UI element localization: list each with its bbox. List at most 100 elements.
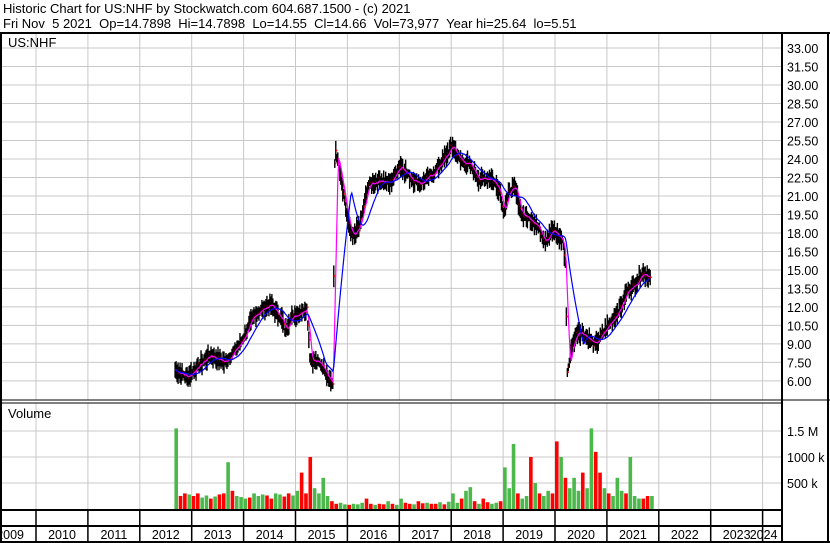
volume-bar — [598, 472, 602, 509]
volume-bar — [291, 495, 295, 509]
volume-bar — [407, 503, 412, 509]
price-tick-label: 19.50 — [787, 208, 818, 222]
volume-bar — [213, 496, 217, 509]
close-mark — [307, 324, 310, 327]
year-label: 2020 — [567, 528, 595, 542]
volume-bar — [451, 493, 455, 509]
price-tick-label: 10.50 — [787, 319, 818, 333]
volume-bar — [221, 493, 226, 509]
volume-bar — [511, 444, 516, 509]
year-label: 2015 — [308, 528, 336, 542]
quote-summary: Fri Nov 5 2021 Op=14.7898 Hi=14.7898 Lo=… — [3, 16, 577, 31]
close-mark — [343, 192, 346, 195]
volume-bar — [382, 504, 386, 509]
price-tick-label: 16.50 — [787, 245, 818, 259]
volume-tick-label: 1000 k — [787, 451, 825, 465]
volume-bar — [338, 502, 343, 509]
volume-bar — [230, 490, 235, 509]
volume-bar — [481, 498, 486, 509]
volume-bar — [373, 504, 377, 509]
close-mark — [306, 306, 309, 309]
volume-bar — [209, 498, 213, 509]
close-mark — [650, 276, 652, 279]
volume-bar — [317, 493, 321, 509]
year-label: 2021 — [619, 528, 647, 542]
price-tick-label: 21.00 — [787, 190, 818, 204]
volume-bar — [178, 496, 183, 509]
volume-bar — [446, 501, 451, 509]
volume-bar — [304, 493, 308, 509]
long-moving-average — [175, 152, 651, 375]
close-mark — [344, 199, 347, 202]
volume-bar — [191, 496, 196, 509]
volume-bar — [343, 504, 347, 509]
volume-bar — [226, 462, 230, 509]
year-label: 2022 — [671, 528, 699, 542]
volume-bar — [425, 502, 429, 509]
price-tick-label: 7.50 — [787, 356, 811, 370]
price-tick-label: 13.50 — [787, 282, 818, 296]
close-mark — [502, 205, 505, 208]
volume-bar — [550, 493, 555, 509]
volume-bar — [399, 498, 403, 509]
volume-bar — [507, 488, 512, 509]
volume-bar — [433, 503, 438, 509]
panel-frames — [0, 32, 830, 543]
year-label: 2013 — [204, 528, 232, 542]
volume-bar — [477, 503, 481, 509]
volume-tick-label: 500 k — [787, 477, 818, 491]
volume-bar — [576, 490, 581, 509]
close-mark — [416, 178, 419, 180]
close-mark — [567, 371, 569, 374]
price-tick-label: 12.00 — [787, 301, 818, 315]
price-tick-label: 6.00 — [787, 375, 811, 389]
volume-bar — [645, 496, 650, 509]
volume-bar — [494, 502, 499, 509]
price-tick-label: 9.00 — [787, 338, 811, 352]
volume-bar — [611, 496, 615, 509]
volume-bar — [278, 494, 282, 509]
volume-bar — [516, 493, 520, 509]
close-mark — [333, 275, 336, 277]
volume-bar — [394, 504, 399, 509]
axis-labels: 33.00 31.50 30.00 28.50 27.00 25.50 24.00 22.50… — [0, 42, 825, 542]
volume-bar — [260, 494, 265, 509]
volume-bar — [429, 503, 434, 509]
volume-bar — [416, 501, 421, 509]
price-tick-label: 22.50 — [787, 171, 818, 185]
price-tick-label: 25.50 — [787, 134, 818, 148]
volume-bar — [563, 477, 568, 509]
volume-bar — [580, 472, 585, 509]
volume-bar — [403, 502, 408, 509]
volume-bar — [472, 501, 477, 509]
year-label: 2010 — [48, 528, 76, 542]
volume-bar — [273, 493, 278, 509]
price-bars — [174, 136, 652, 392]
volume-bar — [269, 498, 274, 509]
volume-bar — [308, 457, 313, 509]
year-label: 2018 — [463, 528, 491, 542]
volume-bar — [498, 501, 503, 509]
volume-bar — [464, 490, 468, 509]
price-tick-label: 33.00 — [787, 42, 818, 56]
volume-bar — [265, 495, 269, 509]
close-mark — [283, 323, 286, 326]
price-tick-label: 24.00 — [787, 153, 818, 167]
volume-bar — [234, 496, 239, 509]
volume-bar — [187, 494, 191, 509]
volume-panel-label: Volume — [8, 406, 51, 421]
volume-bar — [183, 493, 187, 509]
price-tick-label: 28.50 — [787, 97, 818, 111]
volume-bar — [632, 496, 637, 509]
short-moving-average — [175, 146, 651, 384]
volume-bar — [252, 493, 256, 509]
year-label: 2019 — [515, 528, 543, 542]
price-tick-label: 15.00 — [787, 264, 818, 278]
volume-bar — [602, 488, 607, 509]
close-mark — [335, 149, 338, 152]
volume-bar — [377, 503, 382, 509]
year-label: 2023 — [723, 528, 751, 542]
volume-bar — [174, 428, 178, 509]
volume-bar — [546, 490, 550, 509]
volume-bar — [490, 503, 494, 509]
